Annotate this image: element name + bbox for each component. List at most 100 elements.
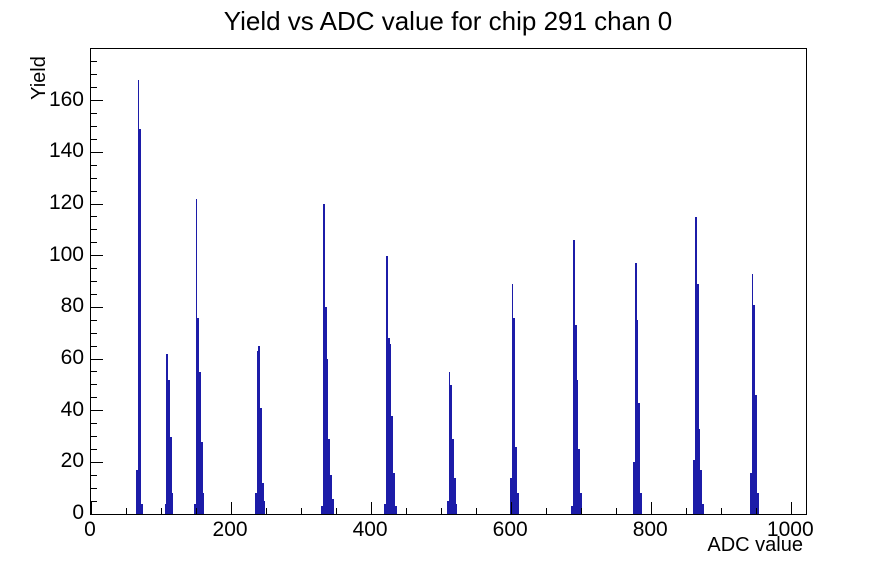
x-tick-label: 800 [632,518,668,541]
histogram-bar [254,493,257,514]
chart-title: Yield vs ADC value for chip 291 chan 0 [223,6,673,36]
histogram-bar [693,459,695,514]
y-tick-label: 60 [60,346,84,369]
histogram-bar [169,436,172,514]
y-major-tick [91,151,103,153]
y-minor-tick [91,448,97,450]
histogram-bar [756,493,759,514]
histogram-bar [195,198,198,514]
histogram-bar [573,240,575,514]
histogram-bar [452,439,454,514]
y-minor-tick [91,87,97,89]
histogram-bar [394,506,397,514]
histogram-bar [638,402,641,514]
x-major-tick [90,502,92,514]
x-major-tick [650,502,652,514]
y-minor-tick [91,190,97,192]
x-major-tick [230,502,232,514]
histogram-bar [755,395,757,514]
plot-frame [90,48,807,515]
histogram-bar [261,483,264,514]
y-major-tick [91,100,103,102]
histogram-bar [384,503,387,514]
histogram-bar [391,415,394,514]
y-minor-tick [91,61,97,63]
x-minor-tick [405,508,407,514]
y-major-tick [91,513,103,515]
histogram-bar [634,263,637,514]
histogram-bar [197,317,200,514]
histogram-bar [640,493,642,514]
x-tick-label: 400 [352,518,388,541]
histogram-bar [448,371,451,514]
x-minor-tick [300,508,302,514]
histogram-bar [164,503,167,514]
y-tick-label: 80 [60,294,84,318]
y-minor-tick [91,74,97,76]
histogram-bar [509,477,512,514]
histogram-bar [168,379,170,514]
histogram-bar [578,449,581,514]
histogram-bar [324,307,327,514]
histogram-bar [702,503,704,514]
y-minor-tick [91,281,97,282]
histogram-bar [141,503,143,514]
x-minor-tick [440,508,442,514]
histogram-bar [139,129,142,514]
histogram-bar [698,428,701,514]
histogram-bar [753,304,756,514]
histogram-bar [580,493,582,514]
x-tick-label: 200 [212,518,248,541]
y-tick-label: 140 [48,139,84,163]
x-major-tick [790,502,792,514]
x-minor-tick [720,508,722,514]
histogram-bar [749,472,752,514]
histogram-bar [263,501,266,514]
y-tick-label: 120 [48,191,84,214]
histogram-bar [326,359,329,514]
y-major-tick [91,461,103,463]
histogram-bar [166,353,169,514]
histogram-bar [193,503,196,514]
x-minor-tick [755,508,757,514]
histogram-bar [330,475,332,514]
y-minor-tick [91,126,97,127]
histogram-bar [511,284,514,514]
histogram-bar [386,255,388,514]
histogram-bar [576,379,579,514]
y-tick-label: 160 [48,87,84,111]
histogram-bar [513,317,516,514]
y-minor-tick [91,487,97,489]
y-minor-tick [91,113,97,115]
y-major-tick [91,358,103,360]
x-major-tick [510,502,512,514]
y-minor-tick [91,397,97,399]
y-minor-tick [91,268,97,270]
histogram-bar [389,343,392,514]
y-minor-tick [91,293,97,295]
histogram-bar [393,472,395,514]
histogram-bar [450,384,452,514]
histogram-bar [453,477,456,514]
y-major-tick [91,410,103,412]
x-minor-tick [160,508,162,514]
y-minor-tick [91,332,97,334]
y-minor-tick [91,423,97,425]
histogram-bar [321,506,324,514]
histogram-bar [574,325,577,514]
x-minor-tick [125,508,127,514]
y-minor-tick [91,384,97,386]
y-minor-tick [91,138,97,140]
y-tick-label: 40 [60,397,84,421]
histogram-bar [199,371,201,514]
y-minor-tick [91,345,97,347]
x-minor-tick [195,508,197,514]
y-tick-label: 100 [48,242,84,266]
y-minor-tick [91,474,97,476]
y-minor-tick [91,216,97,218]
histogram-bar [633,462,635,514]
histogram-bar [696,284,699,514]
x-minor-tick [615,508,617,514]
histogram-bar [256,351,259,514]
y-tick-label: 0 [72,501,84,524]
